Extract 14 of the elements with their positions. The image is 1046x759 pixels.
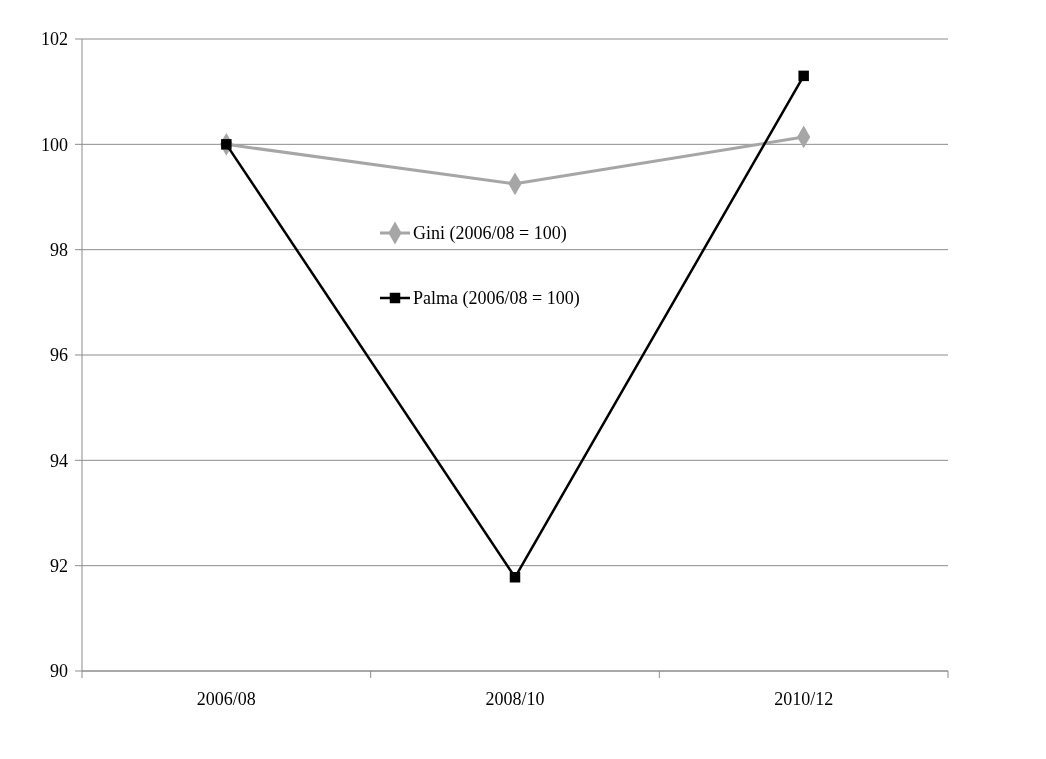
y-tick-label: 92 bbox=[50, 555, 68, 576]
x-tick-label: 2008/10 bbox=[485, 689, 545, 709]
legend-label: Gini (2006/08 = 100) bbox=[413, 223, 567, 245]
y-tick-label: 98 bbox=[50, 239, 68, 260]
y-tick-label: 102 bbox=[41, 29, 68, 50]
point bbox=[798, 70, 809, 82]
legend-label: Palma (2006/08 = 100) bbox=[413, 288, 580, 310]
x-tick-label: 2006/08 bbox=[196, 689, 256, 709]
y-tick-label: 100 bbox=[41, 134, 68, 155]
y-tick-label: 94 bbox=[50, 450, 68, 471]
point bbox=[509, 572, 521, 583]
y-tick-label: 96 bbox=[50, 345, 68, 366]
x-tick-label: 2010/12 bbox=[774, 689, 834, 709]
y-tick-label: 90 bbox=[50, 661, 68, 682]
